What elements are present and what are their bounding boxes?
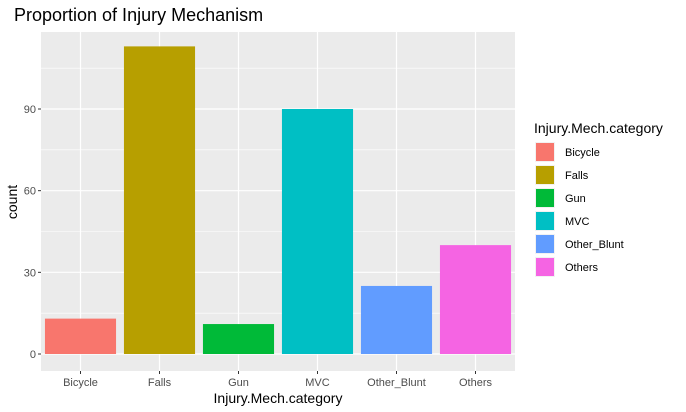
x-tick-label: MVC [305, 377, 330, 389]
legend-title: Injury.Mech.category [534, 120, 663, 136]
y-tick-label: 90 [24, 104, 36, 116]
legend-swatch [536, 258, 554, 276]
bar-falls [123, 46, 196, 355]
legend: Injury.Mech.category Bicycle Falls Gun MVC O… [534, 120, 663, 277]
legend-label: Bicycle [565, 147, 600, 159]
x-tick-label: Bicycle [63, 377, 98, 389]
bar-others [439, 245, 512, 354]
x-tick-label: Falls [148, 377, 172, 389]
bar-mvc [281, 109, 354, 354]
legend-swatch [536, 235, 554, 253]
x-axis-title: Injury.Mech.category [214, 390, 343, 406]
y-tick-label: 0 [30, 349, 36, 361]
legend-swatch [536, 212, 554, 230]
bar-other-blunt [360, 285, 433, 354]
legend-swatch [536, 189, 554, 207]
legend-label: Gun [565, 193, 586, 205]
bar-bicycle [44, 318, 117, 354]
bar-layer [44, 46, 512, 355]
axes: 0 30 60 90 Bicycle Falls Gun MVC Other_Blunt Othe… [24, 104, 493, 389]
chart-title: Proportion of Injury Mechanism [14, 5, 263, 25]
x-tick-label: Others [459, 377, 493, 389]
bar-gun [202, 324, 275, 354]
legend-label: Falls [565, 170, 589, 182]
y-tick-label: 30 [24, 267, 36, 279]
legend-label: Other_Blunt [565, 239, 624, 251]
legend-label: Others [565, 262, 599, 274]
x-tick-label: Gun [228, 377, 249, 389]
legend-label: MVC [565, 216, 590, 228]
y-tick-label: 60 [24, 186, 36, 198]
y-axis-title: count [4, 185, 20, 219]
legend-swatch [536, 143, 554, 161]
x-tick-label: Other_Blunt [367, 377, 426, 389]
legend-swatch [536, 166, 554, 184]
panel-background [41, 32, 515, 371]
